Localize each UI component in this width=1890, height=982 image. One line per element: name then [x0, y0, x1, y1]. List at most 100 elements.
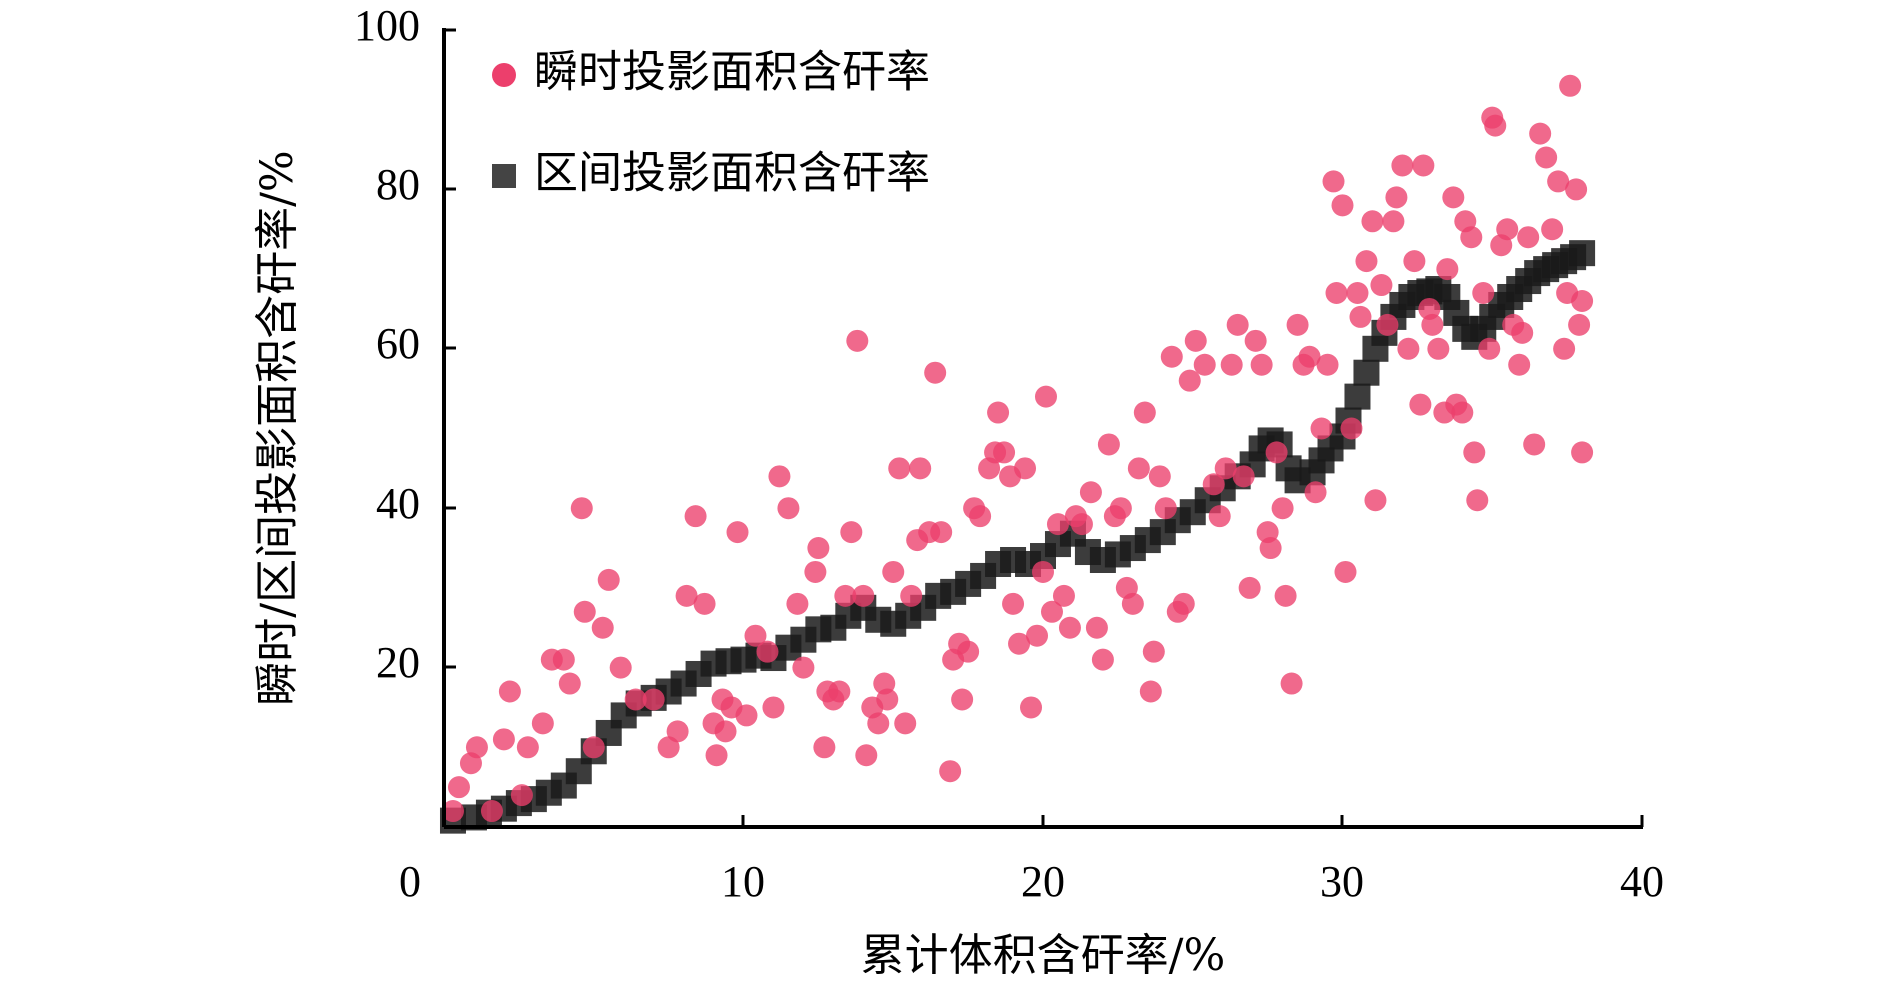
- instant-point: [726, 521, 749, 544]
- instant-point: [768, 465, 791, 488]
- instant-point: [642, 688, 665, 711]
- instant-point: [1298, 345, 1321, 368]
- instant-point: [1364, 489, 1387, 512]
- instant-point: [1382, 210, 1405, 233]
- instant-point: [1571, 441, 1594, 464]
- instant-point: [1259, 537, 1282, 560]
- instant-point: [1148, 465, 1171, 488]
- instant-point: [1052, 584, 1075, 607]
- instant-point: [1304, 481, 1327, 504]
- instant-point: [1397, 337, 1420, 360]
- instant-point: [1460, 226, 1483, 249]
- y-tick-label: 80: [376, 160, 420, 209]
- instant-point: [1385, 186, 1408, 209]
- instant-point: [1214, 457, 1237, 480]
- instant-point: [1154, 497, 1177, 520]
- plot-area: [439, 74, 1596, 834]
- y-axis-title: 瞬时/区间投影面积含矸率/%: [252, 150, 303, 705]
- instant-point: [1523, 433, 1546, 456]
- instant-point: [609, 656, 632, 679]
- instant-point: [1568, 313, 1591, 336]
- instant-point: [1325, 282, 1348, 305]
- instant-point: [1172, 592, 1195, 615]
- instant-point: [813, 736, 836, 759]
- x-tick-label: 20: [1021, 857, 1065, 906]
- instant-point: [1032, 560, 1054, 583]
- x-tick-label: 0: [399, 857, 421, 906]
- instant-point: [1559, 74, 1582, 97]
- interval-point: [1344, 383, 1371, 410]
- instant-point: [1070, 513, 1093, 536]
- instant-point: [957, 640, 980, 663]
- instant-point: [1529, 122, 1552, 145]
- instant-point: [1451, 401, 1474, 424]
- x-tick-label: 10: [721, 857, 765, 906]
- instant-point: [675, 584, 698, 607]
- instant-point: [1361, 210, 1384, 233]
- instant-point: [1346, 282, 1369, 305]
- instant-point: [1541, 218, 1564, 241]
- instant-point: [441, 800, 464, 823]
- instant-point: [1496, 218, 1519, 241]
- instant-point: [1517, 226, 1540, 249]
- instant-point: [1079, 481, 1102, 504]
- instant-point: [552, 648, 575, 671]
- instant-point: [516, 736, 539, 759]
- instant-point: [993, 441, 1016, 464]
- instant-point: [1316, 353, 1339, 376]
- legend-label-interval: 区间投影面积含矸率: [534, 148, 930, 199]
- x-tick-label: 30: [1320, 857, 1364, 906]
- instant-point: [1508, 353, 1531, 376]
- x-tick-label: 40: [1620, 857, 1664, 906]
- instant-point: [1014, 457, 1037, 480]
- instant-point: [804, 560, 827, 583]
- instant-point: [1340, 417, 1363, 440]
- instant-point: [1376, 313, 1399, 336]
- instant-point: [510, 784, 533, 807]
- legend-label-instant: 瞬时投影面积含矸率: [534, 47, 930, 98]
- instant-point: [1265, 441, 1288, 464]
- instant-point: [828, 680, 851, 703]
- instant-point: [1280, 672, 1303, 695]
- instant-point: [777, 497, 800, 520]
- instant-point: [1391, 154, 1414, 177]
- instant-point: [1466, 489, 1489, 512]
- instant-point: [756, 640, 779, 663]
- instant-point: [1322, 170, 1345, 193]
- instant-point: [867, 712, 890, 735]
- instant-point: [1142, 640, 1165, 663]
- instant-point: [1442, 186, 1465, 209]
- instant-point: [1547, 170, 1570, 193]
- instant-point: [807, 537, 830, 560]
- instant-point: [1286, 313, 1309, 336]
- instant-point: [558, 672, 581, 695]
- instant-point: [447, 776, 470, 799]
- instant-point: [465, 736, 488, 759]
- instant-point: [792, 656, 815, 679]
- instant-point: [1535, 146, 1558, 169]
- instant-point: [840, 521, 863, 544]
- instant-point: [1139, 680, 1162, 703]
- instant-point: [582, 736, 605, 759]
- instant-point: [909, 457, 932, 480]
- instant-point: [1511, 321, 1534, 344]
- instant-point: [1109, 497, 1132, 520]
- instant-point: [786, 592, 809, 615]
- instant-point: [573, 600, 596, 623]
- instant-point: [1121, 592, 1144, 615]
- instant-point: [498, 680, 521, 703]
- interval-point: [1569, 240, 1596, 267]
- instant-point: [1355, 250, 1378, 273]
- instant-point: [1026, 624, 1049, 647]
- instant-point: [969, 505, 992, 528]
- instant-point: [1484, 114, 1507, 137]
- instant-point: [1463, 441, 1486, 464]
- instant-point: [876, 688, 899, 711]
- y-tick-label: 20: [376, 638, 420, 687]
- instant-point: [1097, 433, 1120, 456]
- instant-point: [1058, 616, 1081, 639]
- instant-point: [531, 712, 554, 735]
- instant-point: [1184, 329, 1207, 352]
- legend: 瞬时投影面积含矸率 区间投影面积含矸率: [492, 47, 930, 199]
- instant-point: [1040, 600, 1063, 623]
